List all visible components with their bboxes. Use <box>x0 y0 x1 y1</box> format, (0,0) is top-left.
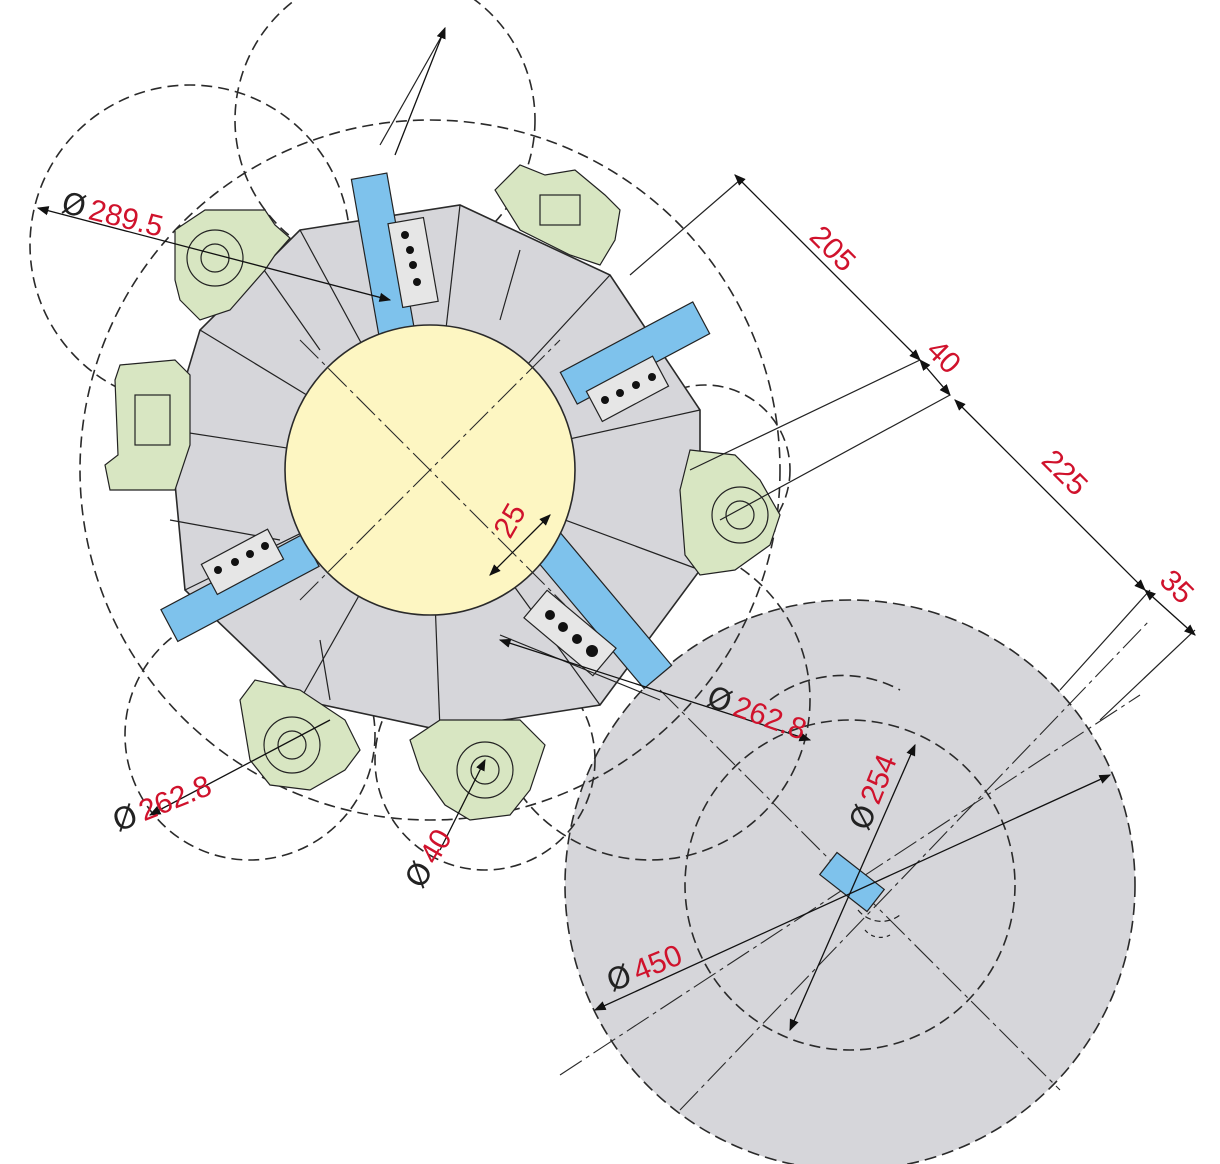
label-40-length: 40 <box>920 334 967 381</box>
label-205: 205 <box>803 220 862 279</box>
clamp-top-right <box>494 164 621 266</box>
dim-289-5: Ø 289.5 <box>58 186 166 244</box>
central-hub <box>284 324 576 616</box>
clamp-bottom <box>409 719 546 821</box>
dim-40-diameter: Ø 40 <box>399 824 459 894</box>
clamp-right <box>679 449 781 576</box>
clamp-left <box>104 359 191 491</box>
diameter-symbol: Ø <box>58 186 89 226</box>
dim-262-8-left: Ø 262.8 <box>108 769 216 839</box>
label-289-5: 289.5 <box>85 194 166 244</box>
clamp-bottom-left <box>239 679 361 791</box>
label-225: 225 <box>1035 444 1094 503</box>
dimension-lines <box>36 26 1196 1032</box>
tool-inserts <box>200 216 670 677</box>
label-262-8-left: 262.8 <box>134 769 216 828</box>
